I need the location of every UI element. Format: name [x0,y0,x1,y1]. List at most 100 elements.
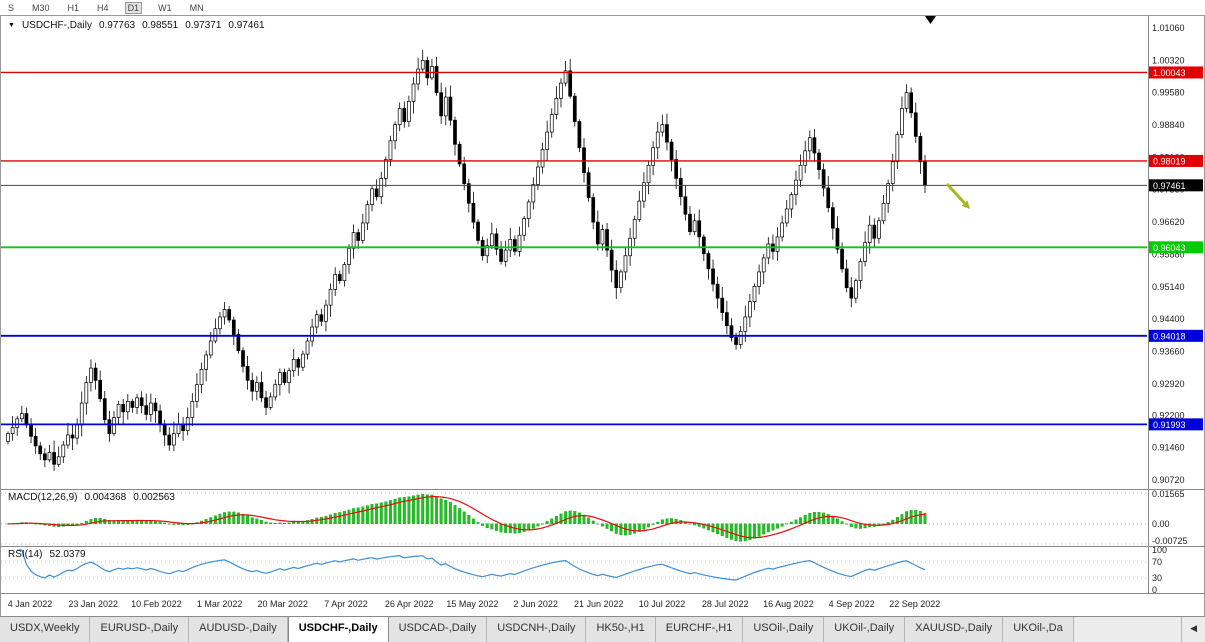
timeframe-button-s[interactable]: S [8,2,15,13]
chart-annotations [925,16,970,209]
ohlc-high: 0.98551 [142,20,179,31]
svg-text:1 Mar 2022: 1 Mar 2022 [197,599,243,609]
svg-text:0.98840: 0.98840 [1152,120,1185,130]
svg-text:0.01565: 0.01565 [1152,489,1185,499]
chart-tab-xauusd-daily[interactable]: XAUUSD-,Daily [905,617,1004,642]
timeframe-button-mn[interactable]: MN [189,2,204,13]
macd-value-signal: 0.002563 [133,492,175,503]
svg-text:28 Jul 2022: 28 Jul 2022 [702,599,749,609]
rsi-label: RSI(14) [8,549,43,560]
chart-tab-eurchf-h1[interactable]: EURCHF-,H1 [655,617,744,642]
level-lines [1,71,1147,426]
rsi-grid [1,561,1147,579]
chart-tab-usdcad-daily[interactable]: USDCAD-,Daily [388,617,488,642]
svg-text:10 Feb 2022: 10 Feb 2022 [131,599,182,609]
timeframe-toolbar: S M30 H1 H4 D1 W1 MN [0,0,1205,15]
svg-text:0.00: 0.00 [1152,519,1170,529]
chart-ohlc-header: ▼ USDCHF-,Daily 0.97763 0.98551 0.97371 … [8,20,265,31]
svg-text:0.94400: 0.94400 [1152,314,1185,324]
svg-text:0.90720: 0.90720 [1152,475,1185,485]
svg-text:0.91993: 0.91993 [1153,420,1186,430]
svg-text:0: 0 [1152,585,1157,595]
timeframe-button-w1[interactable]: W1 [158,2,172,13]
svg-text:0.96043: 0.96043 [1153,243,1186,253]
svg-text:0.93660: 0.93660 [1152,346,1185,356]
price-box-0.96043 [1149,241,1203,254]
rsi-axis-labels: 100 70 30 0 [1152,545,1167,595]
svg-text:20 Mar 2022: 20 Mar 2022 [258,599,309,609]
svg-text:0.95140: 0.95140 [1152,282,1185,292]
chart-tab-ukoil-da[interactable]: UKOil-,Da [1003,617,1074,642]
macd-value-main: 0.004368 [84,492,127,503]
price-box-0.97461 [1149,179,1203,192]
price-axis-ticks: 1.010601.003200.995800.988400.981000.973… [1152,23,1185,485]
svg-text:0.92920: 0.92920 [1152,379,1185,389]
chart-tab-usdcnh-daily[interactable]: USDCNH-,Daily [487,617,587,642]
price-box-0.91993 [1149,418,1203,431]
macd-indicator-header: MACD(12,26,9) 0.004368 0.002563 [8,492,175,503]
svg-text:0.97461: 0.97461 [1153,181,1186,191]
chart-tab-hk50-h1[interactable]: HK50-,H1 [586,617,656,642]
timeframe-button-h1[interactable]: H1 [67,2,80,13]
timeframe-button-h4[interactable]: H4 [97,2,109,13]
svg-text:1.00320: 1.00320 [1152,55,1185,65]
svg-text:7 Apr 2022: 7 Apr 2022 [324,599,368,609]
top-marker-down-icon[interactable] [925,16,936,24]
symbol-dropdown-icon[interactable]: ▼ [8,22,15,29]
timeframe-button-m30[interactable]: M30 [32,2,50,13]
svg-text:26 Apr 2022: 26 Apr 2022 [385,599,434,609]
timeframe-button-d1[interactable]: D1 [124,1,143,14]
ohlc-close: 0.97461 [228,20,265,31]
svg-text:0.94018: 0.94018 [1153,331,1186,341]
chart-tab-ukoil-daily[interactable]: UKOil-,Daily [824,617,906,642]
chart-tab-audusd-daily[interactable]: AUDUSD-,Daily [189,617,288,642]
svg-text:4 Sep 2022: 4 Sep 2022 [829,599,875,609]
trend-arrow-line[interactable] [945,182,966,205]
date-axis-labels: 4 Jan 2022 23 Jan 2022 10 Feb 2022 1 Mar 20… [8,599,941,609]
rsi-indicator-header: RSI(14) 52.0379 [8,549,86,560]
macd-axis-labels: 0.01565 0.00 -0.00725 [1152,489,1188,546]
svg-text:1.00043: 1.00043 [1153,68,1186,78]
macd-signal-line [8,496,926,539]
svg-text:21 Jun 2022: 21 Jun 2022 [574,599,624,609]
svg-text:2 Jun 2022: 2 Jun 2022 [513,599,558,609]
ohlc-open: 0.97763 [98,20,136,31]
svg-text:100: 100 [1152,545,1167,555]
svg-text:0.98019: 0.98019 [1153,156,1186,166]
svg-text:70: 70 [1152,557,1162,567]
svg-text:0.96620: 0.96620 [1152,217,1185,227]
tab-scroll-left-button[interactable]: ◀ [1181,617,1205,642]
svg-text:16 Aug 2022: 16 Aug 2022 [763,599,814,609]
price-box-0.98019 [1149,154,1203,167]
chart-tab-usdx-weekly[interactable]: USDX,Weekly [0,617,91,642]
candlestick-series [6,49,927,471]
chart-tab-eurusd-daily[interactable]: EURUSD-,Daily [90,617,190,642]
svg-text:0.99580: 0.99580 [1152,88,1185,98]
svg-text:0.95880: 0.95880 [1152,249,1185,259]
chart-tab-bar: USDX,Weekly EURUSD-,Daily AUDUSD-,Daily USD… [0,616,1205,642]
svg-text:-0.00725: -0.00725 [1152,536,1188,546]
price-box-0.94018 [1149,329,1203,342]
svg-text:10 Jul 2022: 10 Jul 2022 [639,599,686,609]
price-axis-label-boxes: 1.00043 0.98019 0.97461 0.96043 0.94018 0.919… [1149,66,1203,431]
svg-text:23 Jan 2022: 23 Jan 2022 [68,599,118,609]
svg-text:22 Sep 2022: 22 Sep 2022 [889,599,940,609]
rsi-line [17,549,926,581]
scroll-left-icon: ◀ [1190,623,1197,633]
chart-tab-usdchf-daily[interactable]: USDCHF-,Daily [287,617,389,642]
macd-label: MACD(12,26,9) [8,492,78,503]
svg-text:0.91460: 0.91460 [1152,443,1185,453]
chart-tab-usoil-daily[interactable]: USOil-,Daily [743,617,825,642]
rsi-value: 52.0379 [49,549,86,560]
price-box-1.00043 [1149,66,1203,79]
trend-arrow-head-icon[interactable] [961,200,970,210]
svg-text:30: 30 [1152,573,1162,583]
svg-text:4 Jan 2022: 4 Jan 2022 [8,599,53,609]
svg-text:1.01060: 1.01060 [1152,23,1185,33]
chart-tabs: USDX,Weekly EURUSD-,Daily AUDUSD-,Daily USD… [0,617,1074,642]
svg-text:0.92200: 0.92200 [1152,410,1185,420]
chart-symbol-label: USDCHF-,Daily [21,20,92,31]
svg-text:15 May 2022: 15 May 2022 [446,599,498,609]
